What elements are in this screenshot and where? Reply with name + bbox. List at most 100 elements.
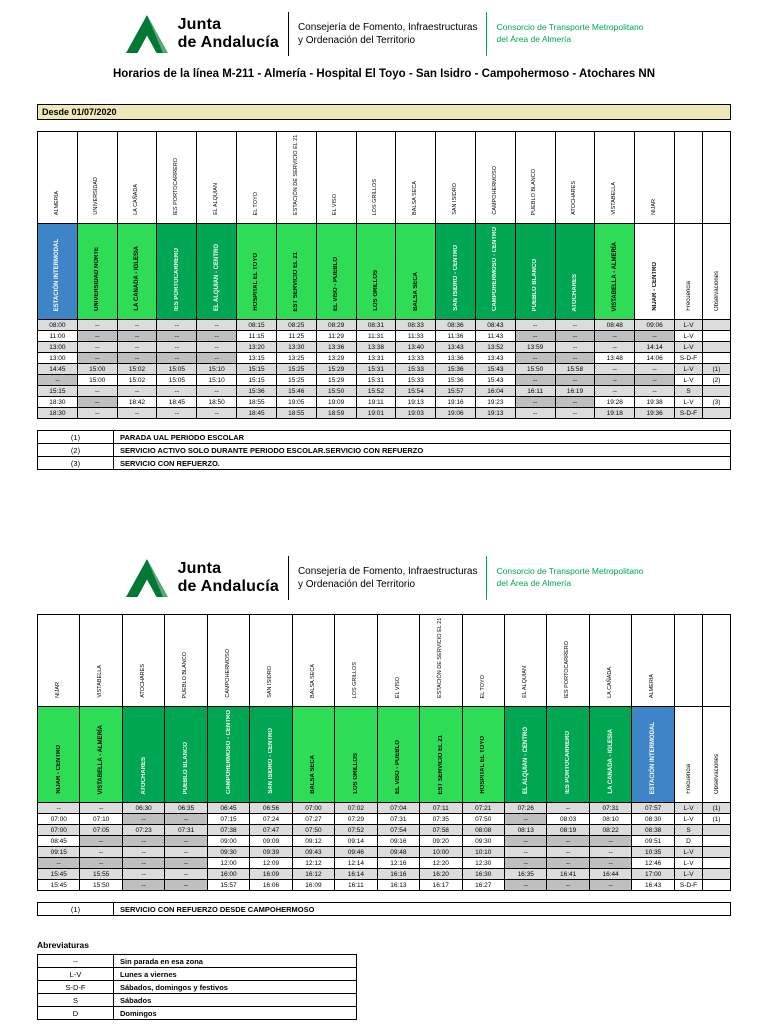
stop-zone-header: ATOCHARES bbox=[554, 131, 596, 224]
time-cell: 09:16 bbox=[376, 835, 421, 847]
time-cell: 13:48 bbox=[594, 352, 636, 364]
stop-zone-header: IES PORTOCARRERO bbox=[156, 131, 198, 224]
time-cell: -- bbox=[514, 396, 556, 408]
time-cell: 19:03 bbox=[395, 407, 437, 419]
stop-zone-header: IES PORTOCARRERO bbox=[546, 614, 590, 707]
time-cell: 15:02 bbox=[116, 363, 158, 375]
time-cell: 15:52 bbox=[355, 385, 397, 397]
time-cell: 14:45 bbox=[37, 363, 78, 375]
time-cell: 19:05 bbox=[275, 396, 317, 408]
time-cell: -- bbox=[116, 352, 158, 364]
stop-name-label: UNIVERSIDAD NORTE bbox=[94, 246, 101, 311]
time-cell: -- bbox=[79, 802, 123, 814]
time-cell: 13:20 bbox=[236, 341, 277, 353]
time-cell: -- bbox=[503, 835, 548, 847]
stop-name-header: HOSPITAL EL TOYO bbox=[236, 223, 277, 320]
time-cell: 15:15 bbox=[37, 385, 78, 397]
time-cell: -- bbox=[196, 407, 238, 419]
time-cell: 16:13 bbox=[376, 879, 421, 891]
time-cell: 15:43 bbox=[474, 363, 516, 375]
time-cell: -- bbox=[554, 341, 596, 353]
time-cell: 15:05 bbox=[156, 363, 198, 375]
time-cell: -- bbox=[121, 846, 166, 858]
stop-name-label: EST SERVICIO EL 21 bbox=[293, 251, 300, 311]
stop-zone-label: SAN ISIDRO bbox=[451, 183, 458, 215]
stop-zone-label: ESTACIÓN DE SERVICIO EL 21 bbox=[292, 134, 299, 215]
time-cell: 16:04 bbox=[474, 385, 516, 397]
time-cell: 13:31 bbox=[355, 352, 397, 364]
stop-zone-header: SAN ISIDRO bbox=[249, 614, 293, 707]
stop-zone-label: SAN ISIDRO bbox=[267, 666, 274, 698]
footnote-row-text: PARADA UAL PERIODO ESCOLAR bbox=[113, 430, 731, 444]
stop-zone-header: CAMPOHERMOSO bbox=[206, 614, 251, 707]
time-cell: 18:50 bbox=[196, 396, 238, 408]
time-cell: -- bbox=[164, 868, 208, 880]
time-cell: 07:10 bbox=[79, 813, 123, 825]
stop-name-header: PUEBLO BLANCO bbox=[514, 223, 556, 320]
logo-line1: Junta bbox=[177, 16, 222, 34]
time-cell: -- bbox=[37, 374, 78, 386]
abbreviation-row: S-D-F Sábados, domingos y festivos bbox=[37, 980, 357, 994]
stop-name-header: CAMPOHERMOSO - CENTRO bbox=[474, 223, 516, 320]
timetable-row: 08:45 -- -- -- 09:00 09:09 09:12 09:14 09:16 09:2… bbox=[36, 835, 731, 847]
time-cell: 15:58 bbox=[554, 363, 596, 375]
time-cell: 12:30 bbox=[461, 857, 505, 869]
inbound-footnotes: (1) SERVICIO CON REFUERZO DESDE CAMPOHERM… bbox=[37, 902, 731, 916]
frequency-cell: L-V bbox=[674, 846, 703, 858]
timetable-row: -- -- 06:30 06:35 06:45 06:56 07:00 07:02 07:04 0… bbox=[36, 802, 731, 814]
abbreviations-legend: -- Sin parada en esa zona L-V Lunes a viern… bbox=[37, 954, 357, 1020]
time-cell: 15:15 bbox=[236, 363, 277, 375]
time-cell: 19:36 bbox=[634, 407, 675, 419]
time-cell: -- bbox=[76, 341, 118, 353]
stop-name-header: ESTACIÓN INTERMODAL bbox=[631, 706, 675, 803]
time-cell: 15:31 bbox=[355, 363, 397, 375]
stop-zone-label: EL VISO bbox=[394, 676, 401, 698]
time-cell: -- bbox=[156, 341, 198, 353]
stop-name-label: IES PORTOCARRERO bbox=[173, 248, 180, 311]
time-cell: 16:27 bbox=[461, 879, 505, 891]
time-cell: 15:55 bbox=[79, 868, 123, 880]
observation-cell bbox=[702, 385, 731, 397]
time-cell: -- bbox=[588, 835, 633, 847]
time-cell: -- bbox=[76, 385, 118, 397]
stop-name-label: IES PORTOCARRERO bbox=[565, 731, 572, 794]
time-cell: -- bbox=[514, 319, 556, 331]
time-cell: -- bbox=[164, 835, 208, 847]
time-cell: -- bbox=[546, 802, 590, 814]
time-cell: 18:45 bbox=[156, 396, 198, 408]
time-cell: -- bbox=[546, 857, 590, 869]
time-cell: 07:29 bbox=[334, 813, 378, 825]
observations-column-header-label: Observaciones bbox=[713, 270, 720, 311]
abbreviation-row: D Domingos bbox=[37, 1006, 357, 1020]
stop-name-label: EST SERVICIO EL 21 bbox=[437, 734, 444, 794]
abbreviation-row-key: S-D-F bbox=[37, 980, 114, 994]
observations-column-header: Observaciones bbox=[702, 223, 731, 320]
footnote-row-key: (1) bbox=[37, 430, 114, 444]
time-cell: -- bbox=[156, 385, 198, 397]
stop-name-label: EL ALQUIÁN - CENTRO bbox=[522, 727, 529, 794]
time-cell: 16:09 bbox=[291, 879, 336, 891]
stop-zone-label: ALMERIA bbox=[649, 673, 656, 698]
timetable-row: -- 15:00 15:02 15:05 15:10 15:15 15:25 15:29 15:… bbox=[37, 374, 731, 386]
time-cell: -- bbox=[514, 352, 556, 364]
time-cell: -- bbox=[121, 813, 166, 825]
stop-name-label: EL ALQUIÁN - CENTRO bbox=[213, 244, 220, 311]
zone-header-row: NIJAR VISTABELLA ATOCHARES PUEBLO BLANCO CAM… bbox=[36, 614, 731, 707]
time-cell: -- bbox=[514, 330, 556, 342]
time-cell: 12:20 bbox=[419, 857, 463, 869]
time-cell: 13:59 bbox=[514, 341, 556, 353]
stop-zone-header: BALSA SECA bbox=[291, 614, 336, 707]
time-cell: -- bbox=[503, 857, 548, 869]
time-cell: 16:00 bbox=[206, 868, 251, 880]
stop-zone-label: NIJAR bbox=[54, 682, 61, 698]
time-cell: 18:30 bbox=[37, 407, 78, 419]
time-cell: 11:36 bbox=[435, 330, 476, 342]
consejeria-text: Consejería de Fomento, Infraestructuras … bbox=[298, 21, 478, 48]
time-cell: -- bbox=[79, 846, 123, 858]
time-cell: 07:31 bbox=[164, 824, 208, 836]
time-cell: 08:03 bbox=[546, 813, 590, 825]
time-cell: -- bbox=[121, 879, 166, 891]
time-cell: 07:04 bbox=[376, 802, 421, 814]
timetable-row: 07:00 07:05 07:23 07:31 07:38 07:47 07:50 07:52… bbox=[36, 824, 731, 836]
time-cell: 15:02 bbox=[116, 374, 158, 386]
